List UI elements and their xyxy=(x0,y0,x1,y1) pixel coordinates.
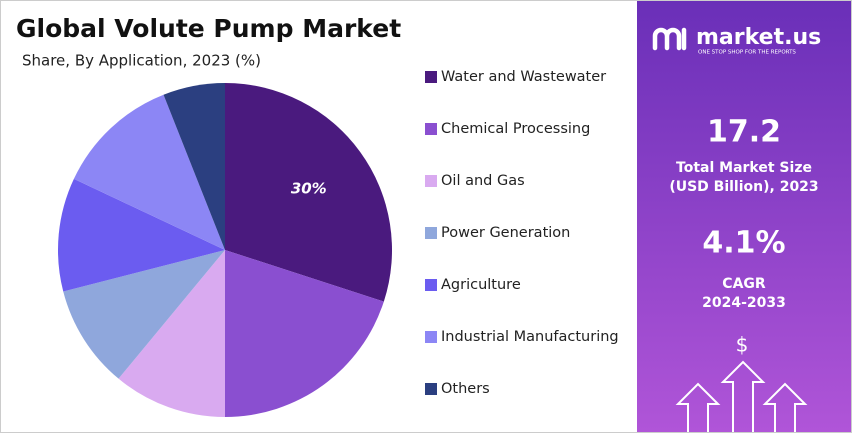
arrow xyxy=(762,382,808,432)
pie-slice xyxy=(163,83,225,250)
pie: 30% xyxy=(57,83,392,417)
pie-slice xyxy=(73,94,225,250)
pie-slice xyxy=(225,250,384,417)
legend-swatch xyxy=(425,227,437,239)
tagline: ONE STOP SHOP FOR THE REPORTS xyxy=(698,50,796,56)
legend-label: Others xyxy=(441,381,490,397)
legend-label: Power Generation xyxy=(441,225,570,241)
legend-label: Industrial Manufacturing xyxy=(441,329,619,345)
pie-slice xyxy=(225,83,392,302)
brand: market.us xyxy=(696,25,821,50)
legend-swatch xyxy=(425,123,437,135)
cagr-label: CAGR xyxy=(722,276,766,292)
cagr: 4.1% xyxy=(702,226,785,261)
chart-title: Global Volute Pump Market xyxy=(16,14,401,43)
cagr-label: 2024-2033 xyxy=(702,295,786,311)
pie-slice xyxy=(57,178,226,292)
side-panel xyxy=(637,1,851,432)
legend-swatch xyxy=(425,331,437,343)
legend-label: Oil and Gas xyxy=(441,173,525,189)
arrow xyxy=(675,382,721,432)
legend-swatch xyxy=(425,71,437,83)
pie-slice xyxy=(63,250,225,379)
market-size-label: (USD Billion), 2023 xyxy=(669,179,818,195)
arrows xyxy=(675,360,808,432)
legend-swatch xyxy=(425,175,437,187)
logo: market.us ONE STOP SHOP FOR THE REPORTS xyxy=(652,25,821,56)
legend-swatch xyxy=(425,383,437,395)
market-size: 17.2 xyxy=(707,115,781,150)
legend-swatch xyxy=(425,279,437,291)
dollar-icon: $ xyxy=(736,333,749,357)
logo-icon xyxy=(652,27,687,51)
legend-label: Chemical Processing xyxy=(441,121,590,137)
arrow xyxy=(720,360,766,432)
data-label: 30% xyxy=(291,180,327,198)
chart-subtitle: Share, By Application, 2023 (%) xyxy=(22,52,261,70)
legend: Water and Wastewater Chemical Processing O… xyxy=(425,69,619,397)
pie-slice xyxy=(118,250,225,417)
legend-label: Agriculture xyxy=(441,277,521,293)
legend-label: Water and Wastewater xyxy=(441,69,606,85)
market-size-label: Total Market Size xyxy=(676,160,812,176)
